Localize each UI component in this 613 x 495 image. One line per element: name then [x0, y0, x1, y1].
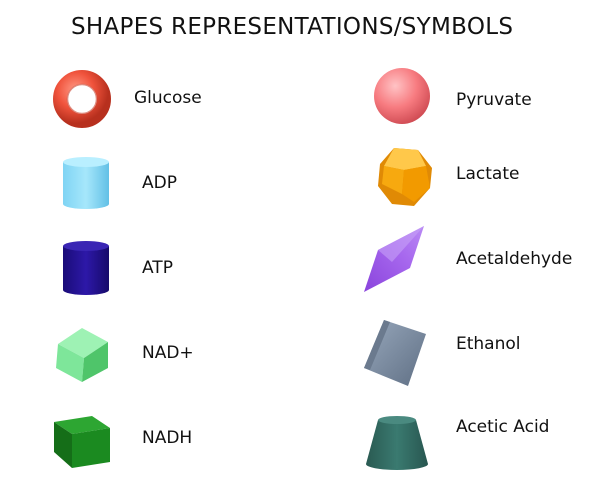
cylinder-icon — [60, 240, 112, 298]
diamond-icon — [362, 224, 428, 294]
frustum-icon — [362, 414, 432, 474]
page-title: SHAPES REPRESENTATIONS/SYMBOLS — [71, 14, 514, 40]
legend-label-adp: ADP — [142, 173, 177, 193]
polyhedron-icon — [374, 144, 436, 210]
cube-icon — [52, 412, 114, 472]
legend-label-acetaldehyde: Acetaldehyde — [456, 249, 573, 269]
legend-label-atp: ATP — [142, 258, 173, 278]
legend-label-lactate: Lactate — [456, 164, 520, 184]
sphere-icon — [372, 66, 432, 126]
cube-icon — [52, 322, 112, 386]
legend-label-acetic-acid: Acetic Acid — [456, 417, 550, 437]
legend-label-nadh: NADH — [142, 428, 193, 448]
legend-label-nadplus: NAD+ — [142, 343, 194, 363]
legend-label-pyruvate: Pyruvate — [456, 90, 532, 110]
legend-label-glucose: Glucose — [134, 88, 202, 108]
legend-label-ethanol: Ethanol — [456, 334, 521, 354]
cylinder-icon — [60, 156, 112, 212]
torus-icon — [51, 68, 113, 130]
rotated-cube-icon — [360, 316, 430, 388]
